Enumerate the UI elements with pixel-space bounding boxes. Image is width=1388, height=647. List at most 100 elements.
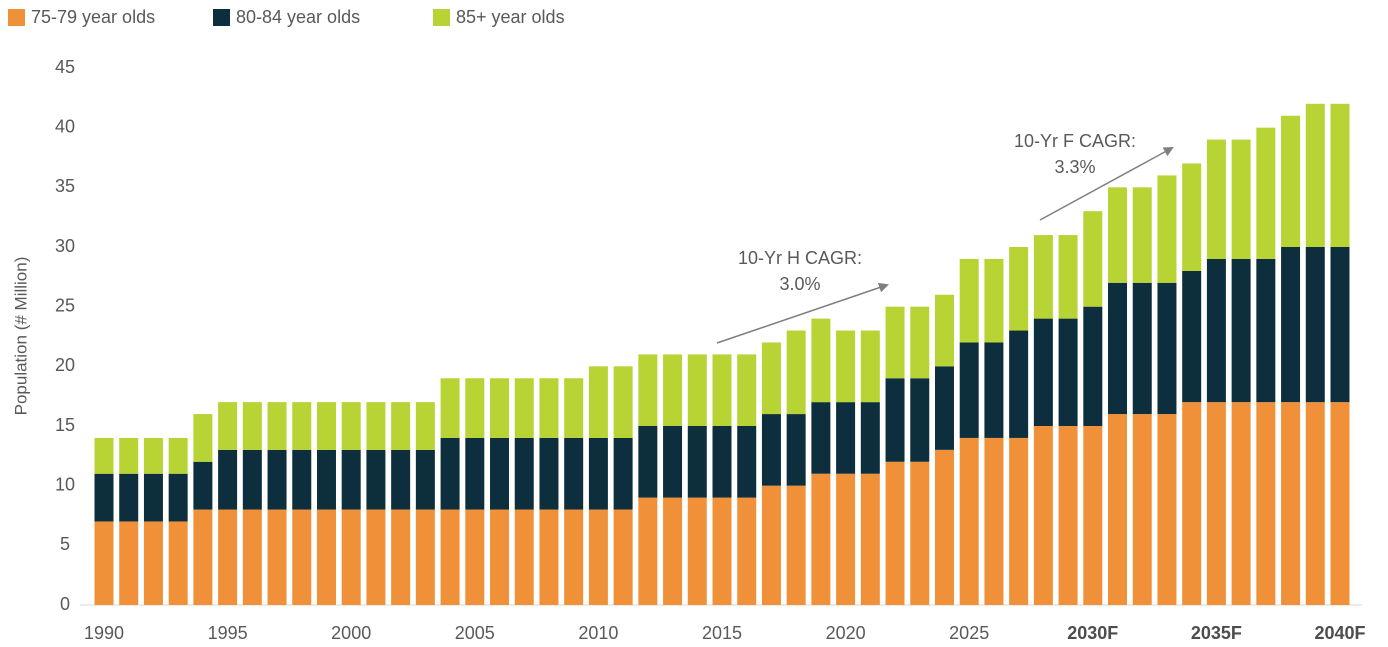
bar-segment xyxy=(1231,258,1251,403)
bar-segment xyxy=(910,306,930,379)
bar-segment xyxy=(490,378,510,438)
y-tick-label: 15 xyxy=(55,415,75,435)
bar-segment xyxy=(663,354,683,426)
bar-segment xyxy=(514,509,534,605)
bar-segment xyxy=(638,354,658,426)
bar-segment xyxy=(836,330,856,403)
bar-segment xyxy=(440,509,460,605)
bar-segment xyxy=(811,318,831,403)
bar-segment xyxy=(564,378,584,438)
bar-segment xyxy=(94,437,114,474)
bar-segment xyxy=(638,497,658,605)
bar-segment xyxy=(761,414,781,486)
bar-segment xyxy=(1009,330,1029,438)
bar-segment xyxy=(1182,270,1202,403)
bar-segment xyxy=(836,473,856,605)
bar-segment xyxy=(836,402,856,474)
bar-segment xyxy=(885,461,905,605)
bar-segment xyxy=(1281,402,1301,605)
legend-swatch xyxy=(8,9,25,26)
bar-segment xyxy=(1206,258,1226,403)
bar-segment xyxy=(1132,282,1152,415)
bar-segment xyxy=(514,378,534,438)
legend-swatch xyxy=(213,9,230,26)
x-tick-label: 1995 xyxy=(208,623,248,643)
bar-segment xyxy=(811,473,831,605)
bar-segment xyxy=(440,437,460,510)
x-tick-label: 2025 xyxy=(949,623,989,643)
bar-segment xyxy=(1058,426,1078,605)
bar-segment xyxy=(1305,103,1325,247)
bar-segment xyxy=(712,497,732,605)
bar-segment xyxy=(1058,235,1078,319)
bar-segment xyxy=(588,366,608,438)
bar-segment xyxy=(687,354,707,426)
bar-segment xyxy=(1009,437,1029,605)
bar-segment xyxy=(1206,139,1226,259)
x-tick-label: 2020 xyxy=(826,623,866,643)
bar-segment xyxy=(564,437,584,510)
bar-segment xyxy=(465,437,485,510)
bar-segment xyxy=(613,437,633,510)
bar-segment xyxy=(292,402,312,450)
bar-segment xyxy=(934,294,954,367)
bar-segment xyxy=(391,509,411,605)
x-tick-label: 2015 xyxy=(702,623,742,643)
x-tick-label: 2040F xyxy=(1314,623,1365,643)
bar-segment xyxy=(1281,115,1301,247)
bar-segment xyxy=(1305,247,1325,403)
bar-segment xyxy=(242,509,262,605)
annotation: 10-Yr F CAGR: xyxy=(1014,131,1136,151)
bar-segment xyxy=(910,378,930,462)
bar-segment xyxy=(143,437,163,474)
bar-segment xyxy=(860,330,880,403)
y-tick-label: 20 xyxy=(55,355,75,375)
bar-segment xyxy=(1132,187,1152,283)
bar-segment xyxy=(218,449,238,510)
bar-segment xyxy=(218,509,238,605)
bar-segment xyxy=(94,473,114,522)
bar-segment xyxy=(1033,235,1053,319)
bar-segment xyxy=(341,509,361,605)
bar-segment xyxy=(1256,127,1276,259)
bar-segment xyxy=(1256,258,1276,403)
bar-segment xyxy=(94,521,114,605)
bar-segment xyxy=(316,402,336,450)
bar-segment xyxy=(539,378,559,438)
bar-segment xyxy=(1108,187,1128,283)
bar-segment xyxy=(490,437,510,510)
bar-segment xyxy=(860,402,880,474)
x-tick-label: 2000 xyxy=(331,623,371,643)
bar-segment xyxy=(1157,282,1177,415)
y-tick-label: 10 xyxy=(55,474,75,494)
y-tick-label: 0 xyxy=(60,594,70,614)
bar-segment xyxy=(934,366,954,450)
bar-segment xyxy=(218,402,238,450)
bar-segment xyxy=(1009,247,1029,331)
x-tick-label: 2010 xyxy=(578,623,618,643)
y-tick-label: 5 xyxy=(60,534,70,554)
bar-segment xyxy=(638,426,658,498)
bar-segment xyxy=(119,473,139,522)
bar-segment xyxy=(267,509,287,605)
y-tick-label: 35 xyxy=(55,176,75,196)
bar-segment xyxy=(1157,414,1177,605)
bar-segment xyxy=(341,449,361,510)
bar-segment xyxy=(984,342,1004,438)
bar-segment xyxy=(539,509,559,605)
bar-segment xyxy=(959,258,979,343)
y-tick-label: 30 xyxy=(55,236,75,256)
bar-segment xyxy=(1132,414,1152,605)
bar-segment xyxy=(712,426,732,498)
annotation: 3.3% xyxy=(1054,157,1095,177)
y-axis-label: Population (# Million) xyxy=(11,257,30,416)
legend-label: 80-84 year olds xyxy=(236,7,360,27)
bar-segment xyxy=(316,509,336,605)
x-tick-label: 2030F xyxy=(1067,623,1118,643)
bar-segment xyxy=(786,330,806,415)
legend-swatch xyxy=(433,9,450,26)
bar-segment xyxy=(465,378,485,438)
bar-segment xyxy=(440,378,460,438)
bar-segment xyxy=(564,509,584,605)
